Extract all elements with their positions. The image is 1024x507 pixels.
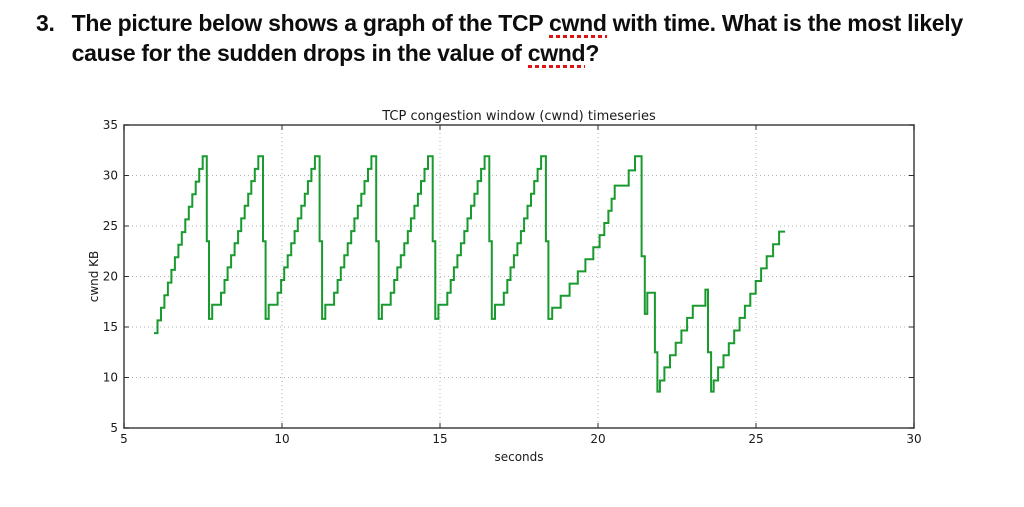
cwnd-chart-svg: 5 10 15 20 25 30 5 10 15 20 25 30 35 TCP congestion w…: [87, 109, 922, 464]
y-axis-label: cwnd KB: [87, 251, 101, 303]
plot-border: [123, 124, 915, 429]
y-tick-label: 35: [103, 118, 118, 132]
question-text-part1: The picture below shows a graph of the T…: [71, 10, 549, 36]
x-tick-label: 25: [748, 432, 763, 446]
x-axis-label: seconds: [494, 450, 543, 464]
cwnd-term-2: cwnd: [527, 40, 586, 68]
y-tick-label: 10: [103, 371, 118, 385]
question-text: The picture below shows a graph of the T…: [72, 8, 1006, 68]
gridlines: [124, 125, 914, 428]
x-tick-label: 5: [120, 432, 128, 446]
cwnd-chart-figure: 5 10 15 20 25 30 5 10 15 20 25 30 35 TCP congestion w…: [0, 100, 1024, 502]
y-tick-label: 30: [103, 169, 118, 183]
y-tick-label: 25: [103, 219, 118, 233]
x-tick-label: 15: [432, 432, 447, 446]
question-number: 3.: [36, 10, 55, 36]
x-tick-label: 30: [906, 432, 921, 446]
y-tick-label: 20: [103, 270, 118, 284]
question-block: 3. The picture below shows a graph of th…: [36, 8, 1006, 68]
x-tick-label: 20: [590, 432, 605, 446]
tick-marks: [123, 124, 915, 429]
y-tick-label: 15: [103, 320, 118, 334]
chart-title: TCP congestion window (cwnd) timeseries: [381, 109, 656, 124]
cwnd-term-1: cwnd: [549, 10, 607, 38]
question-text-part3: ?: [585, 40, 600, 66]
question-text-part2: with time. What is the most likely cause…: [71, 10, 964, 66]
cwnd-series-line: [154, 155, 786, 393]
x-tick-label: 10: [274, 432, 289, 446]
y-tick-label: 5: [110, 421, 118, 435]
